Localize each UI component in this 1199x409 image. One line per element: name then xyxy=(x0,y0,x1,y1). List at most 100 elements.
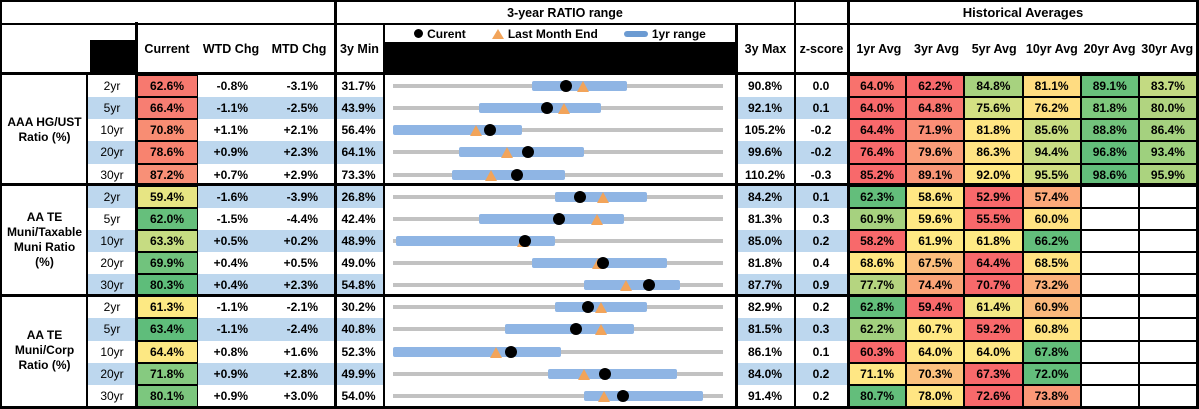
avg-cell-5yr: 84.8% xyxy=(964,75,1023,98)
avg-cell-5yr: 61.8% xyxy=(964,229,1023,253)
3y-max-cell: 87.7% xyxy=(736,274,794,297)
table-row-AA-TE-5yr: 5yr 63.4% -1.1% -2.4% 40.8% 81.5% 0.3 62.2% 60.7… xyxy=(88,318,1199,341)
avg-cell-3yr: 60.7% xyxy=(906,318,965,341)
table-row-AA-TE-30yr: 30yr 80.1% +0.9% +3.0% 54.0% 91.4% 0.2 80.7% 78.… xyxy=(88,384,1199,407)
table-row-AAA-HG/UST-5yr: 5yr 66.4% -1.1% -2.5% 43.9% 92.1% 0.1 64.0% 64.8… xyxy=(88,97,1199,120)
historical-averages-cells: 62.2% 60.7% 59.2% 60.8% xyxy=(848,318,1198,341)
grid-border-vertical xyxy=(0,0,2,409)
chart-track xyxy=(393,238,723,243)
table-row-AAA-HG/UST-30yr: 30yr 87.2% +0.7% +2.9% 73.3% 110.2% -0.3 85.2% 8… xyxy=(88,163,1199,186)
avg-columns-header-group: 1yr Avg 3yr Avg 5yr Avg 10yr Avg 20yr Avg 30y… xyxy=(850,25,1196,72)
current-value-cell: 80.1% xyxy=(136,384,198,407)
mtd-chg-cell: -4.4% xyxy=(264,207,334,230)
tenor-cell: 2yr xyxy=(88,296,136,319)
z-score-cell: 0.3 xyxy=(794,207,848,230)
wtd-chg-cell: +0.9% xyxy=(198,362,264,385)
z-score-cell: 0.2 xyxy=(794,296,848,319)
avg-cell-1yr: 60.9% xyxy=(848,207,907,230)
wtd-chg-column-header: WTD Chg xyxy=(202,41,260,56)
legend-last-month: Last Month End xyxy=(491,26,598,41)
avg-cell-30yr xyxy=(1138,362,1198,385)
avg-cell-30yr xyxy=(1138,318,1198,341)
current-value-cell: 64.4% xyxy=(136,340,198,363)
tenor-cell: 30yr xyxy=(88,384,136,407)
avg-cell-3yr: 71.9% xyxy=(906,119,965,142)
tenor-cell: 20yr xyxy=(88,362,136,385)
grid-border-horizontal xyxy=(0,293,1199,297)
3y-max-cell: 81.8% xyxy=(736,252,794,275)
avg-cell-1yr: 85.2% xyxy=(848,163,907,186)
avg-cell-1yr: 64.4% xyxy=(848,119,907,142)
3y-min-cell: 73.3% xyxy=(334,163,383,186)
range-chart-cell xyxy=(383,207,736,230)
historical-averages-cells: 76.4% 79.6% 86.3% 94.4% 96.8% 93.4% xyxy=(848,141,1198,164)
avg-cell-5yr: 55.5% xyxy=(964,207,1023,230)
avg-cell-30yr xyxy=(1138,252,1198,275)
grid-border-vertical xyxy=(847,0,850,409)
3y-min-cell: 42.4% xyxy=(334,207,383,230)
table-row-AAA-HG/UST-2yr: 2yr 62.6% -0.8% -3.1% 31.7% 90.8% 0.0 64.0% 62.2… xyxy=(88,75,1199,98)
3y-max-cell: 85.0% xyxy=(736,229,794,253)
avg-cell-1yr: 62.8% xyxy=(848,296,907,319)
grid-border-horizontal xyxy=(0,72,1199,75)
z-score-cell: 0.4 xyxy=(794,252,848,275)
z-score-cell: 0.1 xyxy=(794,185,848,208)
wtd-chg-cell: +0.7% xyxy=(198,163,264,186)
avg-cell-10yr: 73.8% xyxy=(1022,384,1081,407)
avg-cell-1yr: 64.0% xyxy=(848,97,907,120)
table-row-AA-TE-10yr: 10yr 63.3% +0.5% +0.2% 48.9% 85.0% 0.2 58.2% 61.… xyxy=(88,229,1199,253)
1yr-range-bar xyxy=(584,390,704,401)
historical-averages-cells: 62.3% 58.6% 52.9% 57.4% xyxy=(848,185,1198,208)
historical-averages-cells: 60.3% 64.0% 64.0% 67.8% xyxy=(848,340,1198,363)
tenor-cell: 5yr xyxy=(88,207,136,230)
legend-last-month-label: Last Month End xyxy=(507,26,598,41)
table-row-AA-TE-10yr: 10yr 64.4% +0.8% +1.6% 52.3% 86.1% 0.1 60.3% 64.… xyxy=(88,340,1199,363)
tenor-cell: 30yr xyxy=(88,163,136,186)
wtd-chg-cell: +0.4% xyxy=(198,274,264,297)
mtd-chg-cell: +2.1% xyxy=(264,119,334,142)
wtd-chg-cell: -1.5% xyxy=(198,207,264,230)
tenor-cell: 10yr xyxy=(88,340,136,363)
avg-cell-3yr: 64.8% xyxy=(906,97,965,120)
3y-max-cell: 91.4% xyxy=(736,384,794,407)
3y-min-cell: 54.0% xyxy=(334,384,383,407)
grid-border-vertical xyxy=(1196,0,1199,409)
current-value-cell: 66.4% xyxy=(136,97,198,120)
avg-cell-20yr xyxy=(1080,185,1139,208)
z-score-cell: 0.1 xyxy=(794,97,848,120)
avg-cell-20yr xyxy=(1080,384,1139,407)
historical-averages-cells: 62.8% 59.4% 61.4% 60.9% xyxy=(848,296,1198,319)
current-value-cell: 70.8% xyxy=(136,119,198,142)
tenor-cell: 2yr xyxy=(88,185,136,208)
avg-cell-3yr: 64.0% xyxy=(906,340,965,363)
legend-1yr-range: 1yr range xyxy=(623,26,706,41)
avg-cell-1yr: 58.2% xyxy=(848,229,907,253)
mtd-chg-cell: +2.3% xyxy=(264,141,334,164)
range-chart-cell xyxy=(383,318,736,341)
chart-track xyxy=(393,128,723,133)
range-chart-cell xyxy=(383,185,736,208)
tenor-cell: 30yr xyxy=(88,274,136,297)
legend-range-label: 1yr range xyxy=(651,26,706,41)
historical-averages-cells: 68.6% 67.5% 64.4% 68.5% xyxy=(848,252,1198,275)
avg-cell-3yr: 79.6% xyxy=(906,141,965,164)
avg-cell-5yr: 67.3% xyxy=(964,362,1023,385)
avg-cell-5yr: 64.0% xyxy=(964,340,1023,363)
avg-cell-1yr: 62.2% xyxy=(848,318,907,341)
table-row-AA-TE-5yr: 5yr 62.0% -1.5% -4.4% 42.4% 81.3% 0.3 60.9% 59.6… xyxy=(88,207,1199,230)
mtd-chg-cell: -3.9% xyxy=(264,185,334,208)
historical-averages-title: Historical Averages xyxy=(962,5,1084,20)
3y-max-cell: 84.0% xyxy=(736,362,794,385)
1yr-range-bar xyxy=(452,169,565,180)
avg-cell-3yr: 70.3% xyxy=(906,362,965,385)
current-marker xyxy=(553,212,566,225)
1yr-range-bar xyxy=(478,103,601,114)
last-month-end-marker xyxy=(578,368,591,380)
avg-cell-5yr: 75.6% xyxy=(964,97,1023,120)
range-chart-cell xyxy=(383,362,736,385)
avg-cell-5yr: 86.3% xyxy=(964,141,1023,164)
range-chart-cell xyxy=(383,119,736,142)
last-month-end-marker xyxy=(485,169,498,181)
1yr-range-bar xyxy=(505,324,634,335)
current-marker xyxy=(559,80,572,93)
